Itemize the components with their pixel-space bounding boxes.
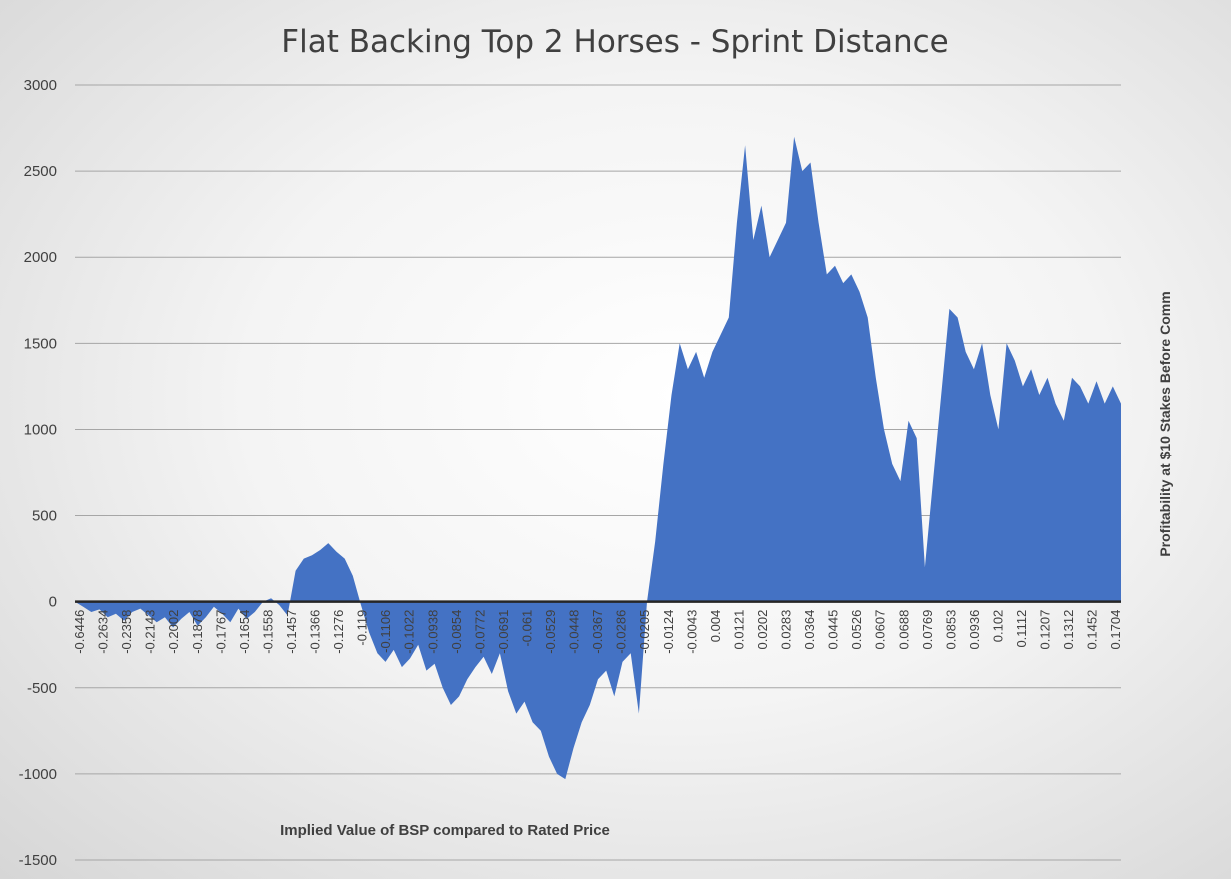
x-tick-label: 0.1452 (1085, 610, 1100, 650)
gridlines (75, 84, 1121, 861)
x-tick-label: -0.0772 (472, 610, 487, 654)
x-tick-label: -0.2634 (96, 610, 111, 654)
x-tick-label: -0.1106 (378, 610, 393, 653)
y-tick-label: 1500 (24, 335, 57, 352)
y-tick-label: 3000 (24, 77, 57, 94)
x-tick-label: 0.0283 (779, 610, 794, 650)
x-tick-label: 0.004 (708, 610, 723, 643)
y-tick-label: 2000 (24, 249, 57, 266)
x-tick-label: -0.1276 (331, 610, 346, 654)
x-tick-label: 0.0936 (967, 610, 982, 650)
chart-title: Flat Backing Top 2 Horses - Sprint Dista… (281, 24, 948, 60)
x-tick-label: -0.1878 (190, 610, 205, 654)
x-tick-label: 0.102 (991, 610, 1006, 643)
x-tick-label: -0.2002 (166, 610, 181, 654)
x-tick-label: -0.0938 (425, 610, 440, 654)
x-tick-label: 0.1112 (1014, 610, 1029, 648)
y-tick-label: 1000 (24, 421, 57, 438)
y-tick-label: -1500 (19, 852, 57, 869)
x-tick-label: 0.0364 (802, 610, 817, 650)
x-tick-label: -0.1558 (260, 610, 275, 654)
x-tick-label: 0.0526 (849, 610, 864, 650)
x-tick-label: 0.0202 (755, 610, 770, 650)
x-tick-label: -0.1654 (237, 610, 252, 654)
y-tick-label: 2500 (24, 163, 57, 180)
x-tick-label: 0.1207 (1038, 610, 1053, 650)
area-series (75, 136, 1121, 780)
x-tick-label: -0.1457 (284, 610, 299, 654)
x-tick-label: -0.0124 (661, 610, 676, 654)
x-tick-label: 0.0688 (896, 610, 911, 650)
y-axis-ticks: 3000 2500 2000 1500 1000 500 0 -500 -1000 -1500 (19, 77, 57, 869)
x-tick-label: -0.2143 (143, 610, 158, 654)
x-tick-label: -0.1767 (213, 610, 228, 654)
x-tick-label: -0.119 (355, 610, 370, 646)
x-tick-label: -0.0448 (567, 610, 582, 654)
x-tick-label: -0.0529 (543, 610, 558, 654)
x-tick-label: -0.0286 (614, 610, 629, 654)
x-tick-label: 0.0445 (826, 610, 841, 650)
x-axis-label: Implied Value of BSP compared to Rated P… (280, 822, 610, 839)
y-tick-label: -500 (27, 680, 57, 697)
x-tick-label: -0.1366 (308, 610, 323, 654)
x-tick-label: -0.061 (520, 610, 535, 647)
x-tick-label: -0.0367 (590, 610, 605, 654)
x-tick-label: -0.0691 (496, 610, 511, 654)
x-tick-label: -0.0854 (449, 610, 464, 654)
x-tick-label: -0.0043 (684, 610, 699, 654)
x-tick-label: 0.1312 (1061, 610, 1076, 650)
x-tick-label: 0.0607 (873, 610, 888, 650)
x-tick-label: 0.0769 (920, 610, 935, 650)
x-tick-label: 0.0853 (943, 610, 958, 650)
x-tick-label: -0.1022 (402, 610, 417, 654)
x-tick-label: -0.6446 (72, 610, 87, 654)
x-tick-label: 0.1704 (1108, 610, 1123, 650)
x-tick-label: -0.2358 (119, 610, 134, 654)
y-tick-label: -1000 (19, 766, 57, 783)
area-fill (75, 136, 1121, 780)
y-tick-label: 500 (32, 508, 57, 525)
y-axis-label: Profitability at $10 Stakes Before Comm (1157, 291, 1173, 556)
x-axis-ticks: -0.6446 -0.2634 -0.2358 -0.2143 -0.2002 -0.18… (72, 610, 1123, 654)
x-tick-label: 0.0121 (731, 610, 746, 650)
y-tick-label: 0 (49, 594, 57, 611)
x-tick-label: -0.0205 (637, 610, 652, 654)
